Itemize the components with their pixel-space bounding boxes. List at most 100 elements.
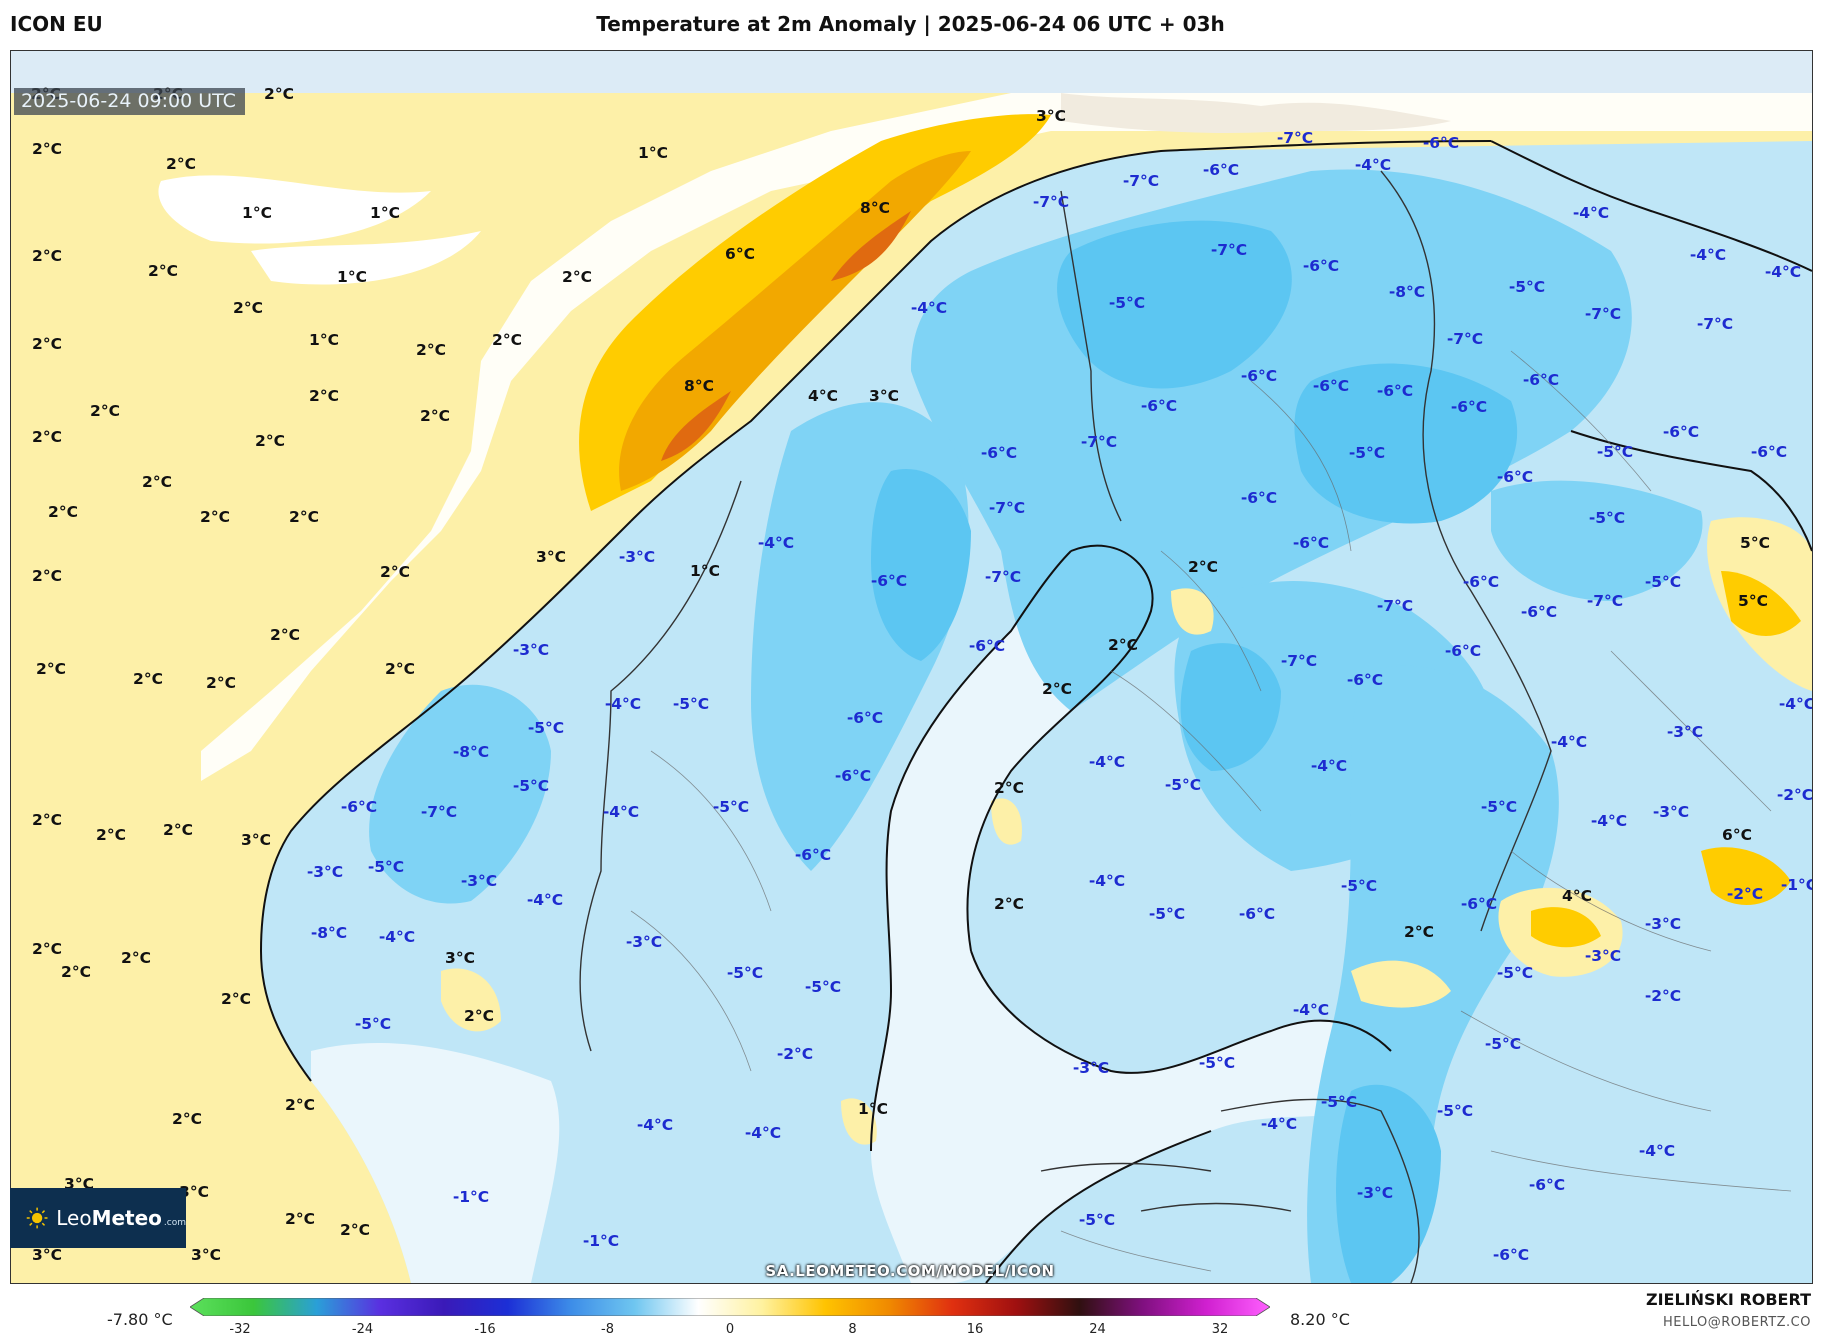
valid-time-label: 2025-06-24 09:00 UTC [14,88,245,115]
sun-icon [26,1207,48,1229]
temperature-label: -7°C [1032,193,1070,211]
legend-tick-label: 24 [1089,1322,1106,1337]
temperature-label: 2°C [1188,558,1218,576]
temperature-label: -5°C [512,777,550,795]
temperature-label: 1°C [309,331,339,349]
temperature-label: 2°C [32,940,62,958]
temperature-label: -3°C [1584,947,1622,965]
temperature-label: -2°C [1644,987,1682,1005]
temperature-label: 5°C [1740,534,1770,552]
temperature-label: 2°C [166,155,196,173]
temperature-label: -4°C [636,1116,674,1134]
temperature-label: 3°C [191,1246,221,1264]
temperature-label: -4°C [1689,246,1727,264]
temperature-label: -5°C [1148,905,1186,923]
chart-title: Temperature at 2m Anomaly | 2025-06-24 0… [596,12,1225,36]
temperature-label: 2°C [1404,923,1434,941]
temperature-label: 2°C [562,268,592,286]
temperature-label: 2°C [380,563,410,581]
legend-max-value: 8.20 °C [1290,1310,1350,1329]
temperature-label: 2°C [289,508,319,526]
temperature-label: -6°C [1492,1246,1530,1264]
temperature-label: -2°C [776,1045,814,1063]
temperature-label: -5°C [1644,573,1682,591]
temperature-label: 5°C [1738,592,1768,610]
temperature-label: 2°C [90,402,120,420]
temperature-label: -6°C [1496,468,1534,486]
temperature-label: -5°C [1340,877,1378,895]
temperature-label: 2°C [32,428,62,446]
legend-tick-label: -16 [474,1322,496,1337]
temperature-label: -8°C [310,924,348,942]
temperature-label: 2°C [416,341,446,359]
temperature-label: 3°C [1036,107,1066,125]
temperature-label: 2°C [96,826,126,844]
temperature-label: -4°C [1550,733,1588,751]
temperature-label: -6°C [846,709,884,727]
temperature-label: -4°C [378,928,416,946]
temperature-label: 2°C [994,779,1024,797]
temperature-label: -5°C [1348,444,1386,462]
temperature-label: -7°C [988,499,1026,517]
temperature-label: -4°C [1088,872,1126,890]
temperature-label: -6°C [1522,371,1560,389]
temperature-label: -4°C [1292,1001,1330,1019]
temperature-label: -6°C [1292,534,1330,552]
legend-tick-label: -32 [229,1322,251,1337]
temperature-label: -6°C [834,767,872,785]
temperature-label: -5°C [1164,776,1202,794]
temperature-label: 3°C [445,949,475,967]
temperature-label: 2°C [32,247,62,265]
temperature-label: -5°C [1596,443,1634,461]
temperature-label: -5°C [354,1015,392,1033]
temperature-label: 2°C [36,660,66,678]
temperature-label: -7°C [420,803,458,821]
temperature-label: -4°C [1638,1142,1676,1160]
temperature-label: 1°C [242,204,272,222]
temperature-label: -2°C [1726,885,1764,903]
temperature-label: -6°C [1346,671,1384,689]
temperature-label: 1°C [858,1100,888,1118]
temperature-label: 2°C [32,140,62,158]
temperature-label: -5°C [1436,1102,1474,1120]
temperature-label: 2°C [285,1210,315,1228]
temperature-label: -8°C [1388,283,1426,301]
temperature-label: 2°C [221,990,251,1008]
author-name: ZIELIŃSKI ROBERT [1645,1290,1811,1309]
temperature-label: -6°C [1528,1176,1566,1194]
temperature-label: 8°C [860,199,890,217]
temperature-label: -4°C [910,299,948,317]
temperature-label: -7°C [1446,330,1484,348]
anomaly-map [11,51,1812,1283]
temperature-label: -6°C [980,444,1018,462]
temperature-label: -6°C [870,572,908,590]
temperature-label: -7°C [1376,597,1414,615]
temperature-label: 2°C [233,299,263,317]
temperature-label: -3°C [306,863,344,881]
temperature-label: -5°C [1496,964,1534,982]
temperature-label: 1°C [337,268,367,286]
temperature-label: -1°C [452,1188,490,1206]
temperature-label: -6°C [1462,573,1500,591]
temperature-label: -5°C [527,719,565,737]
temperature-label: 1°C [370,204,400,222]
temperature-label: -5°C [712,798,750,816]
color-scale-bar [190,1298,1270,1316]
temperature-label: -6°C [1140,397,1178,415]
temperature-label: -6°C [1450,398,1488,416]
temperature-label: -3°C [625,933,663,951]
temperature-label: -4°C [604,695,642,713]
temperature-label: -5°C [804,978,842,996]
logo-text: LeoMeteo .com [56,1206,186,1230]
temperature-label: -4°C [744,1124,782,1142]
temperature-label: 2°C [200,508,230,526]
temperature-label: -1°C [1780,876,1812,894]
temperature-label: 4°C [808,387,838,405]
temperature-label: -6°C [1376,382,1414,400]
temperature-label: 2°C [340,1221,370,1239]
temperature-label: 1°C [638,144,668,162]
temperature-label: -7°C [1210,241,1248,259]
temperature-label: -5°C [1320,1093,1358,1111]
temperature-label: 3°C [241,831,271,849]
temperature-label: -4°C [1590,812,1628,830]
